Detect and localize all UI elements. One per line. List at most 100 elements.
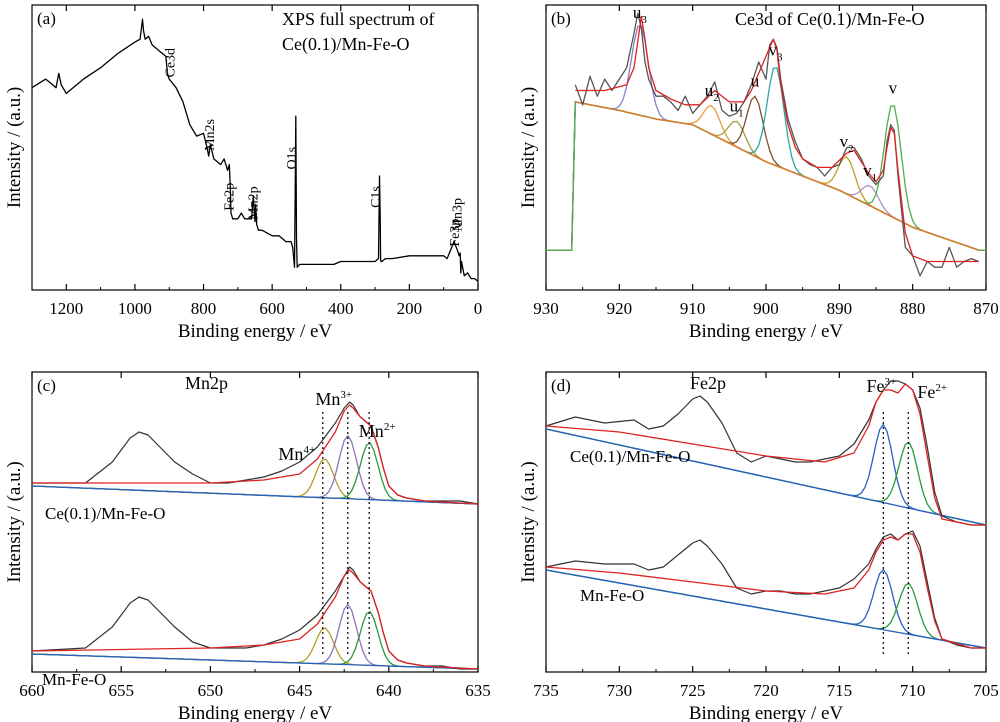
peak-label-v3: v3 — [769, 41, 784, 64]
x-tick-label: 200 — [397, 299, 423, 318]
sample-label: Mn-Fe-O — [42, 670, 106, 689]
background-line — [31, 485, 479, 505]
raw-spectrum-line — [545, 530, 986, 649]
peak-label-v1: v1 — [863, 161, 877, 184]
y-axis-label: Intensity / (a.u.) — [4, 87, 25, 208]
ref-label-Fe3+: Fe3+ — [866, 376, 896, 396]
x-tick-label: 735 — [533, 681, 559, 700]
x-axis-label: Binding energy / eV — [178, 703, 333, 722]
sample-label: Ce(0.1)/Mn-Fe-O — [45, 504, 165, 523]
background-line — [575, 101, 979, 251]
ref-label-Mn4+: Mn4+ — [278, 444, 315, 464]
plot-frame — [545, 4, 987, 291]
peak-label: Mn3p — [451, 198, 466, 231]
peak-label-u2: u2 — [705, 81, 719, 104]
raw-spectrum-line — [545, 380, 986, 526]
x-tick-label: 930 — [533, 299, 559, 318]
component-Mn2+ — [31, 610, 479, 670]
envelope-fit-line — [575, 15, 979, 263]
raw-spectrum-line — [31, 566, 478, 670]
panel-c: 660 655 650 645 640 635 Binding energy / eV Int… — [4, 371, 491, 722]
envelope-fit-line — [545, 383, 986, 526]
ce3d-component-u — [546, 95, 986, 251]
x-tick-label: 800 — [191, 299, 217, 318]
chart-title: Ce3d of Ce(0.1)/Mn-Fe-O — [735, 9, 924, 30]
ce3d-component-u2 — [546, 101, 986, 251]
peak-label: Mn2p — [247, 186, 262, 219]
x-tick-label: 910 — [680, 299, 706, 318]
x-tick-label: 645 — [287, 681, 313, 700]
ce3d-component-v2 — [546, 101, 986, 251]
chart-subtitle: Ce(0.1)/Mn-Fe-O — [282, 34, 409, 55]
x-tick-label: 0 — [474, 299, 483, 318]
x-tick-label: 705 — [973, 681, 999, 700]
peak-label-v2: v2 — [840, 132, 854, 155]
x-tick-label: 400 — [328, 299, 354, 318]
peak-label: Mn2s — [203, 119, 218, 151]
peak-label: C1s — [369, 186, 384, 208]
ce3d-component-v1 — [546, 101, 986, 251]
component-Mn4+ — [31, 458, 479, 505]
x-tick-label: 650 — [198, 681, 224, 700]
y-axis-label: Intensity / (a.u.) — [518, 87, 539, 208]
x-tick-label: 870 — [973, 299, 999, 318]
x-axis-label: Binding energy / eV — [689, 703, 844, 722]
x-tick-label: 880 — [900, 299, 926, 318]
panel-b: 930 920 910 900 890 880 870 Binding energy / eV… — [518, 3, 999, 342]
x-tick-label: 725 — [680, 681, 706, 700]
plot-frame — [31, 4, 479, 291]
x-axis-label: Binding energy / eV — [689, 321, 844, 342]
x-tick-label: 660 — [19, 681, 45, 700]
x-tick-label: 1200 — [49, 299, 83, 318]
ref-label-Mn2+: Mn2+ — [359, 421, 396, 441]
peak-label: O1s — [285, 147, 300, 170]
x-tick-label: 635 — [465, 681, 491, 700]
panel-label: (a) — [37, 9, 56, 28]
panel-label: (c) — [37, 376, 56, 395]
panel-a: 1200 1000 800 600 400 200 0 Binding energy / eV… — [4, 4, 483, 342]
ref-label-Mn3+: Mn3+ — [315, 389, 352, 409]
background-line — [545, 428, 987, 526]
x-tick-label: 900 — [753, 299, 779, 318]
chart-title: Mn2p — [185, 373, 228, 393]
chart-title: Fe2p — [690, 373, 726, 393]
x-tick-label: 655 — [108, 681, 134, 700]
peak-label-u3: u3 — [633, 3, 648, 26]
ce3d-component-v3 — [546, 67, 986, 251]
envelope-fit-line — [545, 533, 986, 649]
panel-d: 735 730 725 720 715 710 705 Binding energy / eV… — [518, 371, 999, 722]
peak-label: Fe2p — [223, 183, 238, 211]
chart-title: XPS full spectrum of — [282, 9, 435, 29]
ce3d-component-v — [546, 101, 986, 251]
ref-label-Fe2+: Fe2+ — [917, 382, 947, 402]
x-axis-label: Binding energy / eV — [178, 321, 333, 342]
x-tick-label: 720 — [753, 681, 779, 700]
peak-label: Fe3p — [448, 219, 463, 247]
x-tick-label: 600 — [259, 299, 285, 318]
envelope-fit-line — [31, 569, 479, 670]
x-tick-label: 890 — [827, 299, 853, 318]
x-tick-label: 640 — [376, 681, 402, 700]
component-Mn4+ — [31, 627, 479, 670]
peak-label-u1: u1 — [730, 96, 744, 119]
x-tick-label: 920 — [607, 299, 633, 318]
survey-spectrum-line — [31, 18, 479, 282]
peak-label-v: v — [889, 78, 898, 97]
y-axis-label: Intensity / (a.u.) — [518, 461, 539, 582]
envelope-fit-line — [32, 404, 479, 505]
peak-label: Ce3d — [163, 48, 178, 78]
peak-label-u: u — [751, 71, 760, 90]
component-Mn3+ — [31, 434, 479, 505]
x-tick-label: 1000 — [118, 299, 152, 318]
x-tick-label: 715 — [827, 681, 853, 700]
x-tick-label: 730 — [607, 681, 633, 700]
ce3d-component-u1 — [546, 101, 986, 251]
panel-label: (b) — [551, 9, 571, 28]
background-line — [31, 653, 479, 670]
y-axis-label: Intensity / (a.u.) — [4, 461, 25, 582]
sample-label: Mn-Fe-O — [580, 586, 644, 605]
background-line — [545, 569, 987, 649]
sample-label: Ce(0.1)/Mn-Fe-O — [570, 447, 690, 466]
panel-label: (d) — [551, 376, 571, 395]
